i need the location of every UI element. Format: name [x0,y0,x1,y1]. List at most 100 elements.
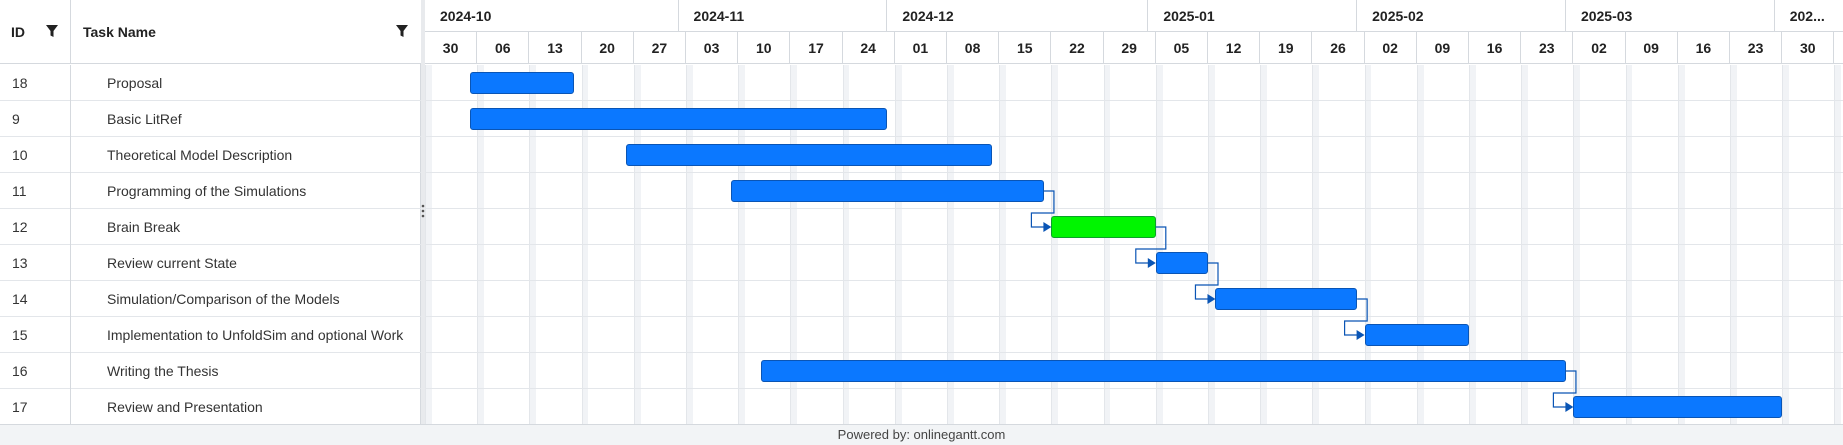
timeline-body [425,65,1843,424]
filter-icon[interactable] [396,25,408,38]
task-bar[interactable] [626,144,992,166]
month-header: 202... [1774,0,1843,32]
month-header: 2024-11 [678,0,888,32]
task-name-cell: Programming of the Simulations [107,183,307,199]
task-name-cell: Simulation/Comparison of the Models [107,291,340,307]
row-gridline [425,136,1843,137]
task-row[interactable]: 12 Brain Break [0,209,421,245]
task-name-cell: Brain Break [107,219,181,235]
task-row[interactable]: 17 Review and Presentation [0,389,421,425]
week-header: 02 [1573,32,1626,64]
week-header: 20 [582,32,634,64]
week-header: 15 [999,32,1052,64]
week-header: 23 [1521,32,1574,64]
week-header: 26 [1312,32,1365,64]
week-header: 05 [1156,32,1208,64]
week-header: 10 [738,32,791,64]
task-row[interactable]: 10 Theoretical Model Description [0,137,421,173]
row-gridline [425,172,1843,173]
week-header: 30 [1782,32,1835,64]
week-header: 03 [686,32,739,64]
week-header: 01 [895,32,947,64]
task-id-cell: 12 [0,209,71,245]
task-grid: ID Task Name 18 Proposal 9 Basic LitRef 10 Th… [0,0,421,425]
timeline-header: 2024-10 2024-11 2024-12 2025-01 2025-02 2025-… [425,0,1843,64]
row-gridline [425,100,1843,101]
week-header: 23 [1730,32,1783,64]
task-name-column-label: Task Name [83,24,156,40]
task-id-cell: 10 [0,137,71,173]
week-header: 16 [1678,32,1730,64]
week-header: 16 [1469,32,1522,64]
task-id-cell: 13 [0,245,71,281]
row-gridline [425,316,1843,317]
task-row[interactable]: 14 Simulation/Comparison of the Models [0,281,421,317]
id-column-header[interactable]: ID [0,0,71,64]
task-name-cell: Proposal [107,75,163,91]
drag-handle-icon[interactable] [421,204,425,218]
task-bar[interactable] [1215,288,1358,310]
row-gridline [425,352,1843,353]
task-bar[interactable] [469,108,888,130]
week-header: 29 [1104,32,1156,64]
week-header: 19 [1260,32,1313,64]
grid-header: ID Task Name [0,0,421,64]
week-header: 17 [790,32,843,64]
month-header: 2024-10 [425,0,679,32]
task-name-cell: Writing the Thesis [107,363,219,379]
arrowhead-icon [1565,402,1574,412]
task-bar[interactable] [1051,216,1156,238]
task-id-cell: 11 [0,173,71,209]
week-header: 24 [843,32,895,64]
pane-splitter[interactable] [421,0,425,424]
task-name-cell: Theoretical Model Description [107,147,293,163]
powered-by-footer: Powered by: onlinegantt.com [0,424,1843,445]
arrowhead-icon [1043,222,1052,232]
task-name-cell: Review and Presentation [107,399,263,415]
month-header: 2024-12 [887,0,1149,32]
task-bar[interactable] [1155,252,1208,274]
arrowhead-icon [1147,258,1156,268]
month-header: 2025-02 [1357,0,1566,32]
task-row[interactable]: 15 Implementation to UnfoldSim and option… [0,317,421,353]
week-header: 27 [634,32,686,64]
task-id-cell: 16 [0,353,71,389]
task-row[interactable]: 13 Review current State [0,245,421,281]
task-bar[interactable] [1364,324,1469,346]
task-row[interactable]: 18 Proposal [0,65,421,101]
gantt-timeline: 2024-10 2024-11 2024-12 2025-01 2025-02 2025-… [425,0,1843,424]
month-header: 2025-03 [1565,0,1775,32]
task-bar[interactable] [730,180,1044,202]
task-bar[interactable] [760,360,1566,382]
week-header: 12 [1208,32,1261,64]
id-column-label: ID [11,24,25,40]
task-name-cell: Implementation to UnfoldSim and optional… [107,327,404,343]
arrowhead-icon [1356,330,1365,340]
week-header: 22 [1051,32,1104,64]
task-name-cell: Review current State [107,255,237,271]
week-header: 02 [1365,32,1417,64]
week-header: 13 [529,32,582,64]
week-header: 09 [1417,32,1469,64]
task-id-cell: 9 [0,101,71,137]
row-gridline [425,280,1843,281]
task-id-cell: 15 [0,317,71,353]
task-bar[interactable] [1573,396,1783,418]
week-header: 09 [1626,32,1678,64]
task-row[interactable]: 11 Programming of the Simulations [0,173,421,209]
task-id-cell: 14 [0,281,71,317]
week-header: 30 [425,32,478,64]
task-name-column-header[interactable]: Task Name [71,0,421,64]
task-name-cell: Basic LitRef [107,111,182,127]
row-gridline [425,208,1843,209]
task-row[interactable]: 16 Writing the Thesis [0,353,421,389]
week-header: 06 [477,32,530,64]
task-id-cell: 17 [0,389,71,425]
row-gridline [425,244,1843,245]
task-bar[interactable] [469,72,575,94]
week-header: 08 [947,32,1000,64]
month-header: 2025-01 [1148,0,1358,32]
task-row[interactable]: 9 Basic LitRef [0,101,421,137]
filter-icon[interactable] [46,25,58,38]
